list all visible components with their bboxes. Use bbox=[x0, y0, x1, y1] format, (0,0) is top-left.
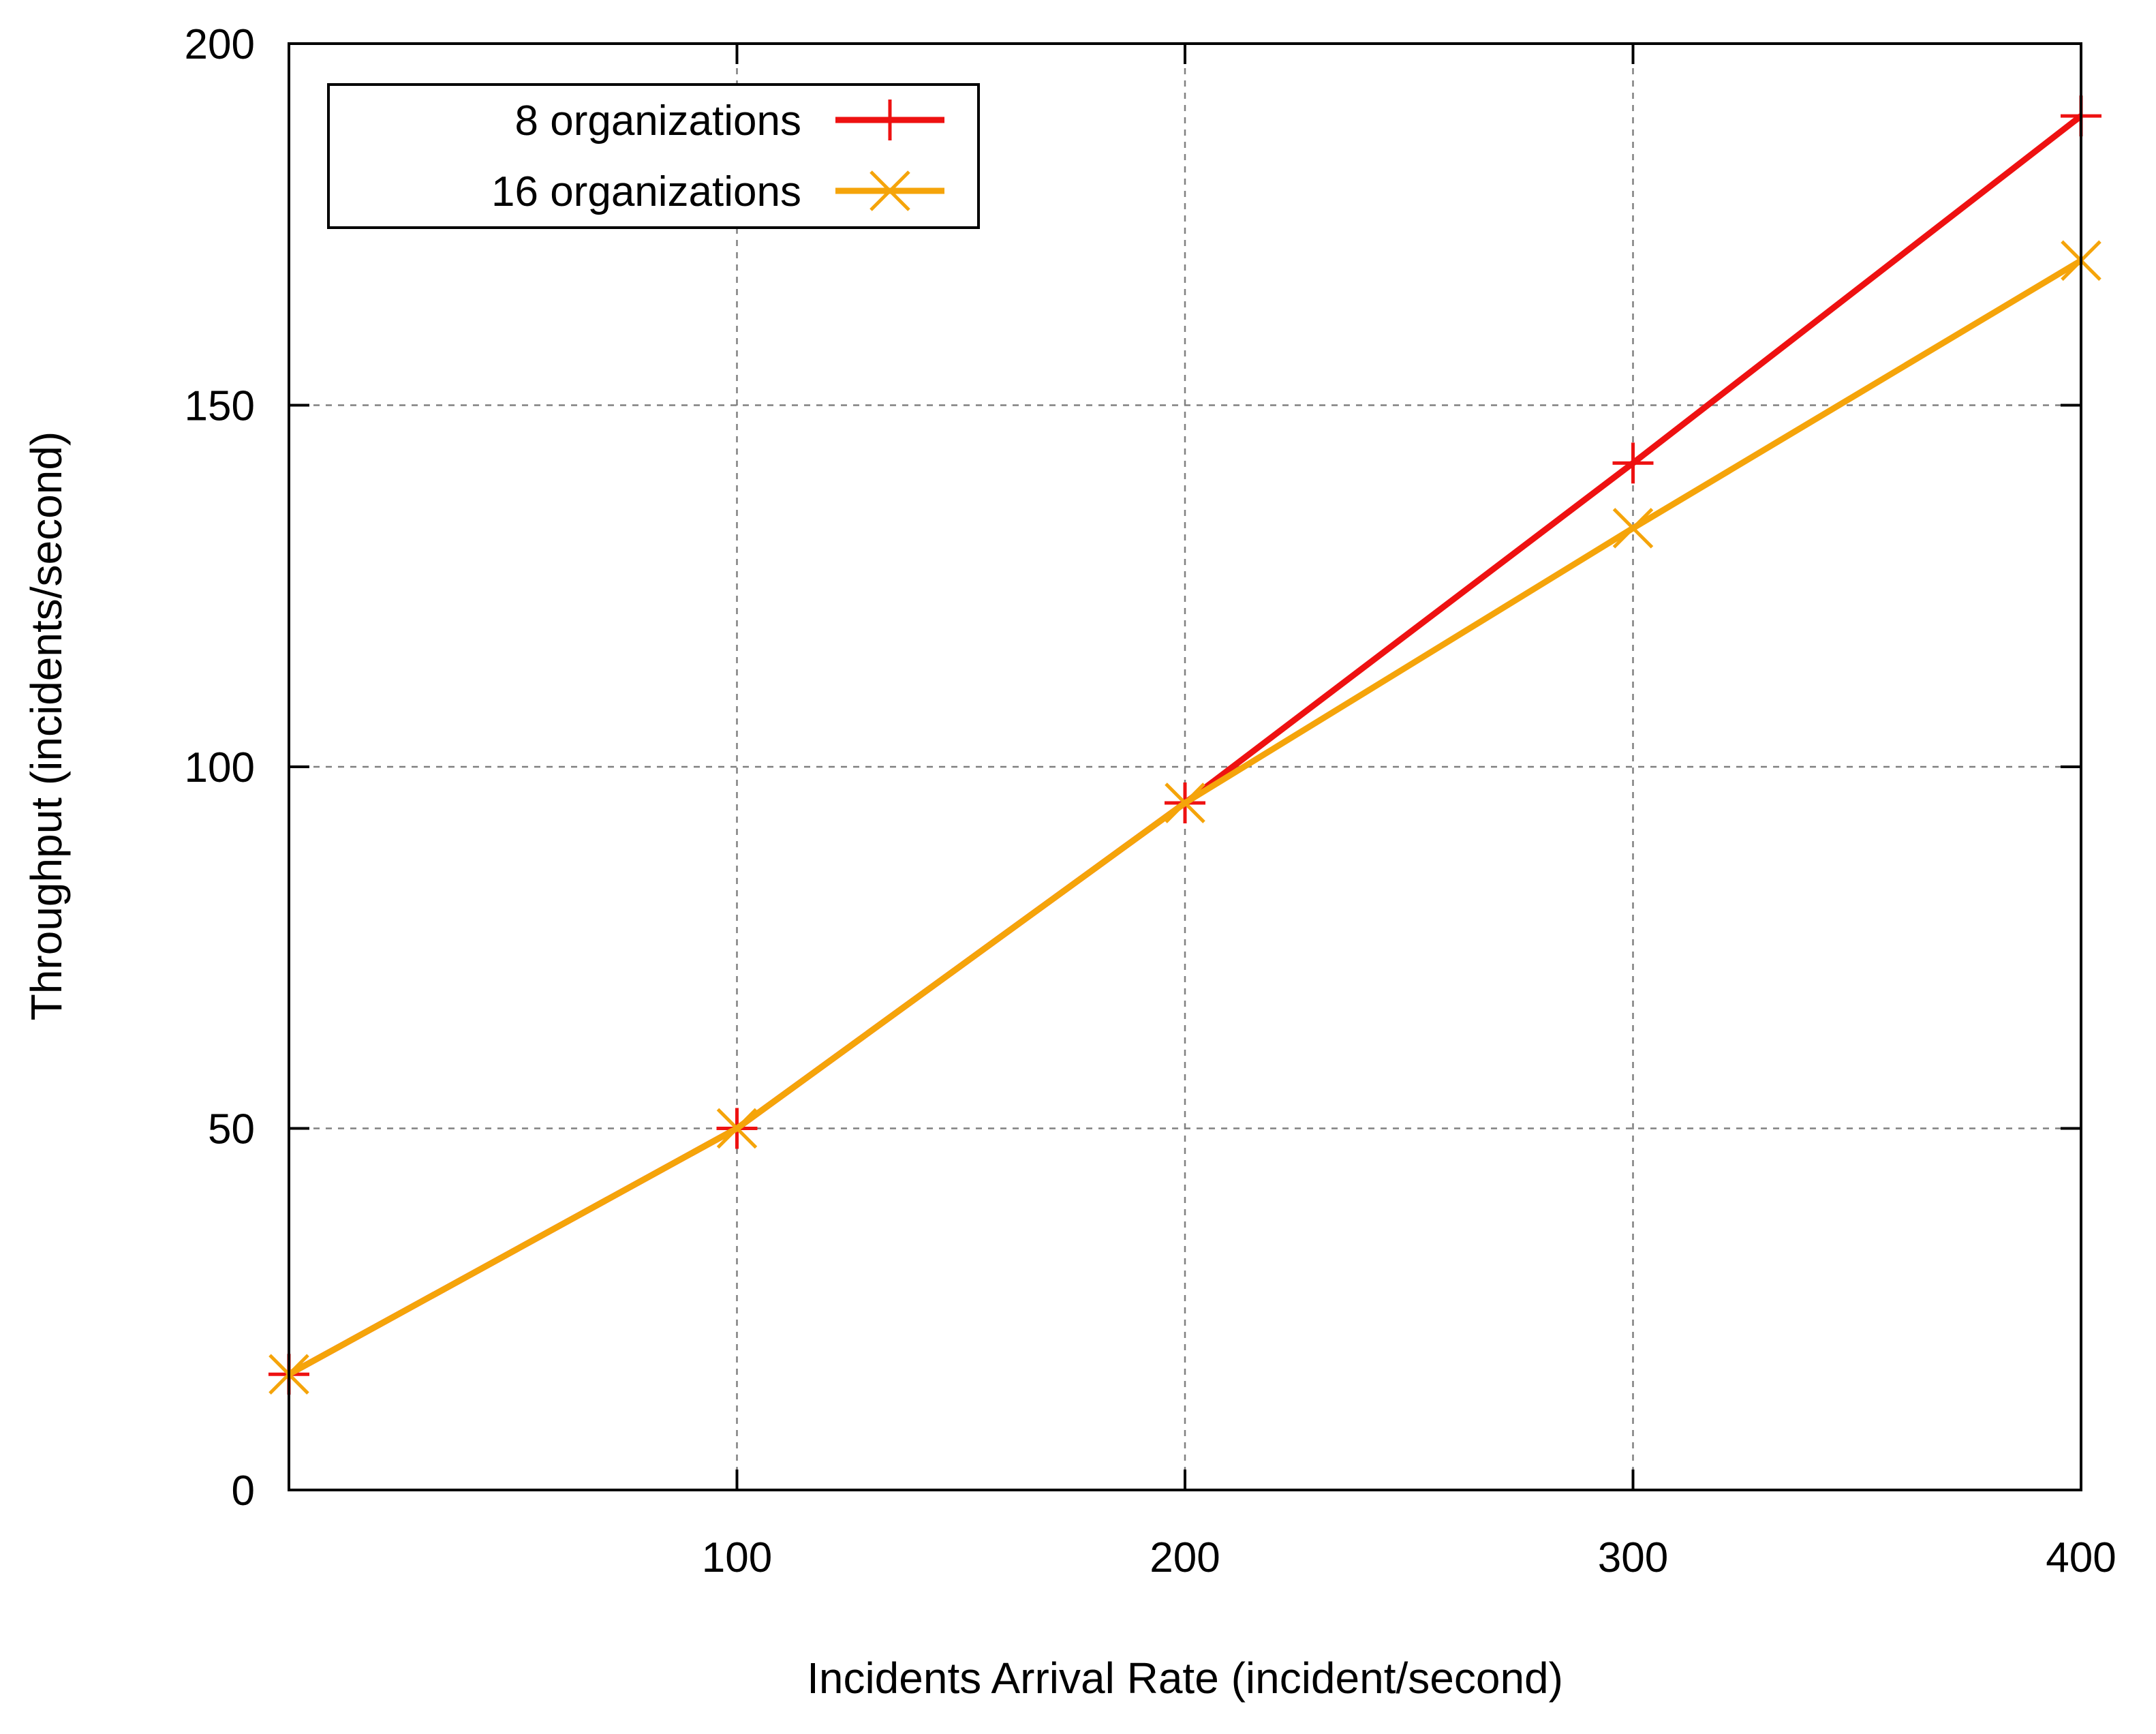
x-tick-label-400: 400 bbox=[2046, 1534, 2116, 1581]
legend-label-16-organizations: 16 organizations bbox=[491, 168, 801, 215]
x-tick-label-300: 300 bbox=[1598, 1534, 1668, 1581]
legend-samples bbox=[835, 100, 944, 211]
x-tick-label-100: 100 bbox=[702, 1534, 772, 1581]
y-tick-label-200: 200 bbox=[185, 21, 255, 68]
y-tick-label-50: 50 bbox=[208, 1106, 255, 1153]
y-axis-label: Throughput (incidents/second) bbox=[22, 431, 71, 1021]
x-tick-label-200: 200 bbox=[1150, 1534, 1220, 1581]
data-point-series-0-3 bbox=[1612, 442, 1654, 484]
legend-marker-1 bbox=[869, 170, 910, 211]
grid bbox=[288, 44, 2081, 1490]
series-lines bbox=[268, 95, 2101, 1395]
legend: 8 organizations 16 organizations bbox=[327, 83, 980, 229]
legend-marker-0 bbox=[869, 100, 910, 140]
legend-label-8-organizations: 8 organizations bbox=[515, 97, 802, 144]
axis-ticks: 100 200 300 400 0 50 100 150 200 bbox=[185, 21, 2116, 1581]
y-tick-label-150: 150 bbox=[185, 383, 255, 430]
x-axis-label: Incidents Arrival Rate (incident/second) bbox=[807, 1654, 1563, 1703]
y-tick-label-100: 100 bbox=[185, 744, 255, 791]
data-point-series-1-1 bbox=[716, 1108, 758, 1149]
data-point-series-1-2 bbox=[1165, 782, 1205, 823]
y-tick-label-0: 0 bbox=[232, 1467, 255, 1515]
legend-box bbox=[327, 83, 980, 229]
data-point-series-1-3 bbox=[1612, 508, 1654, 549]
